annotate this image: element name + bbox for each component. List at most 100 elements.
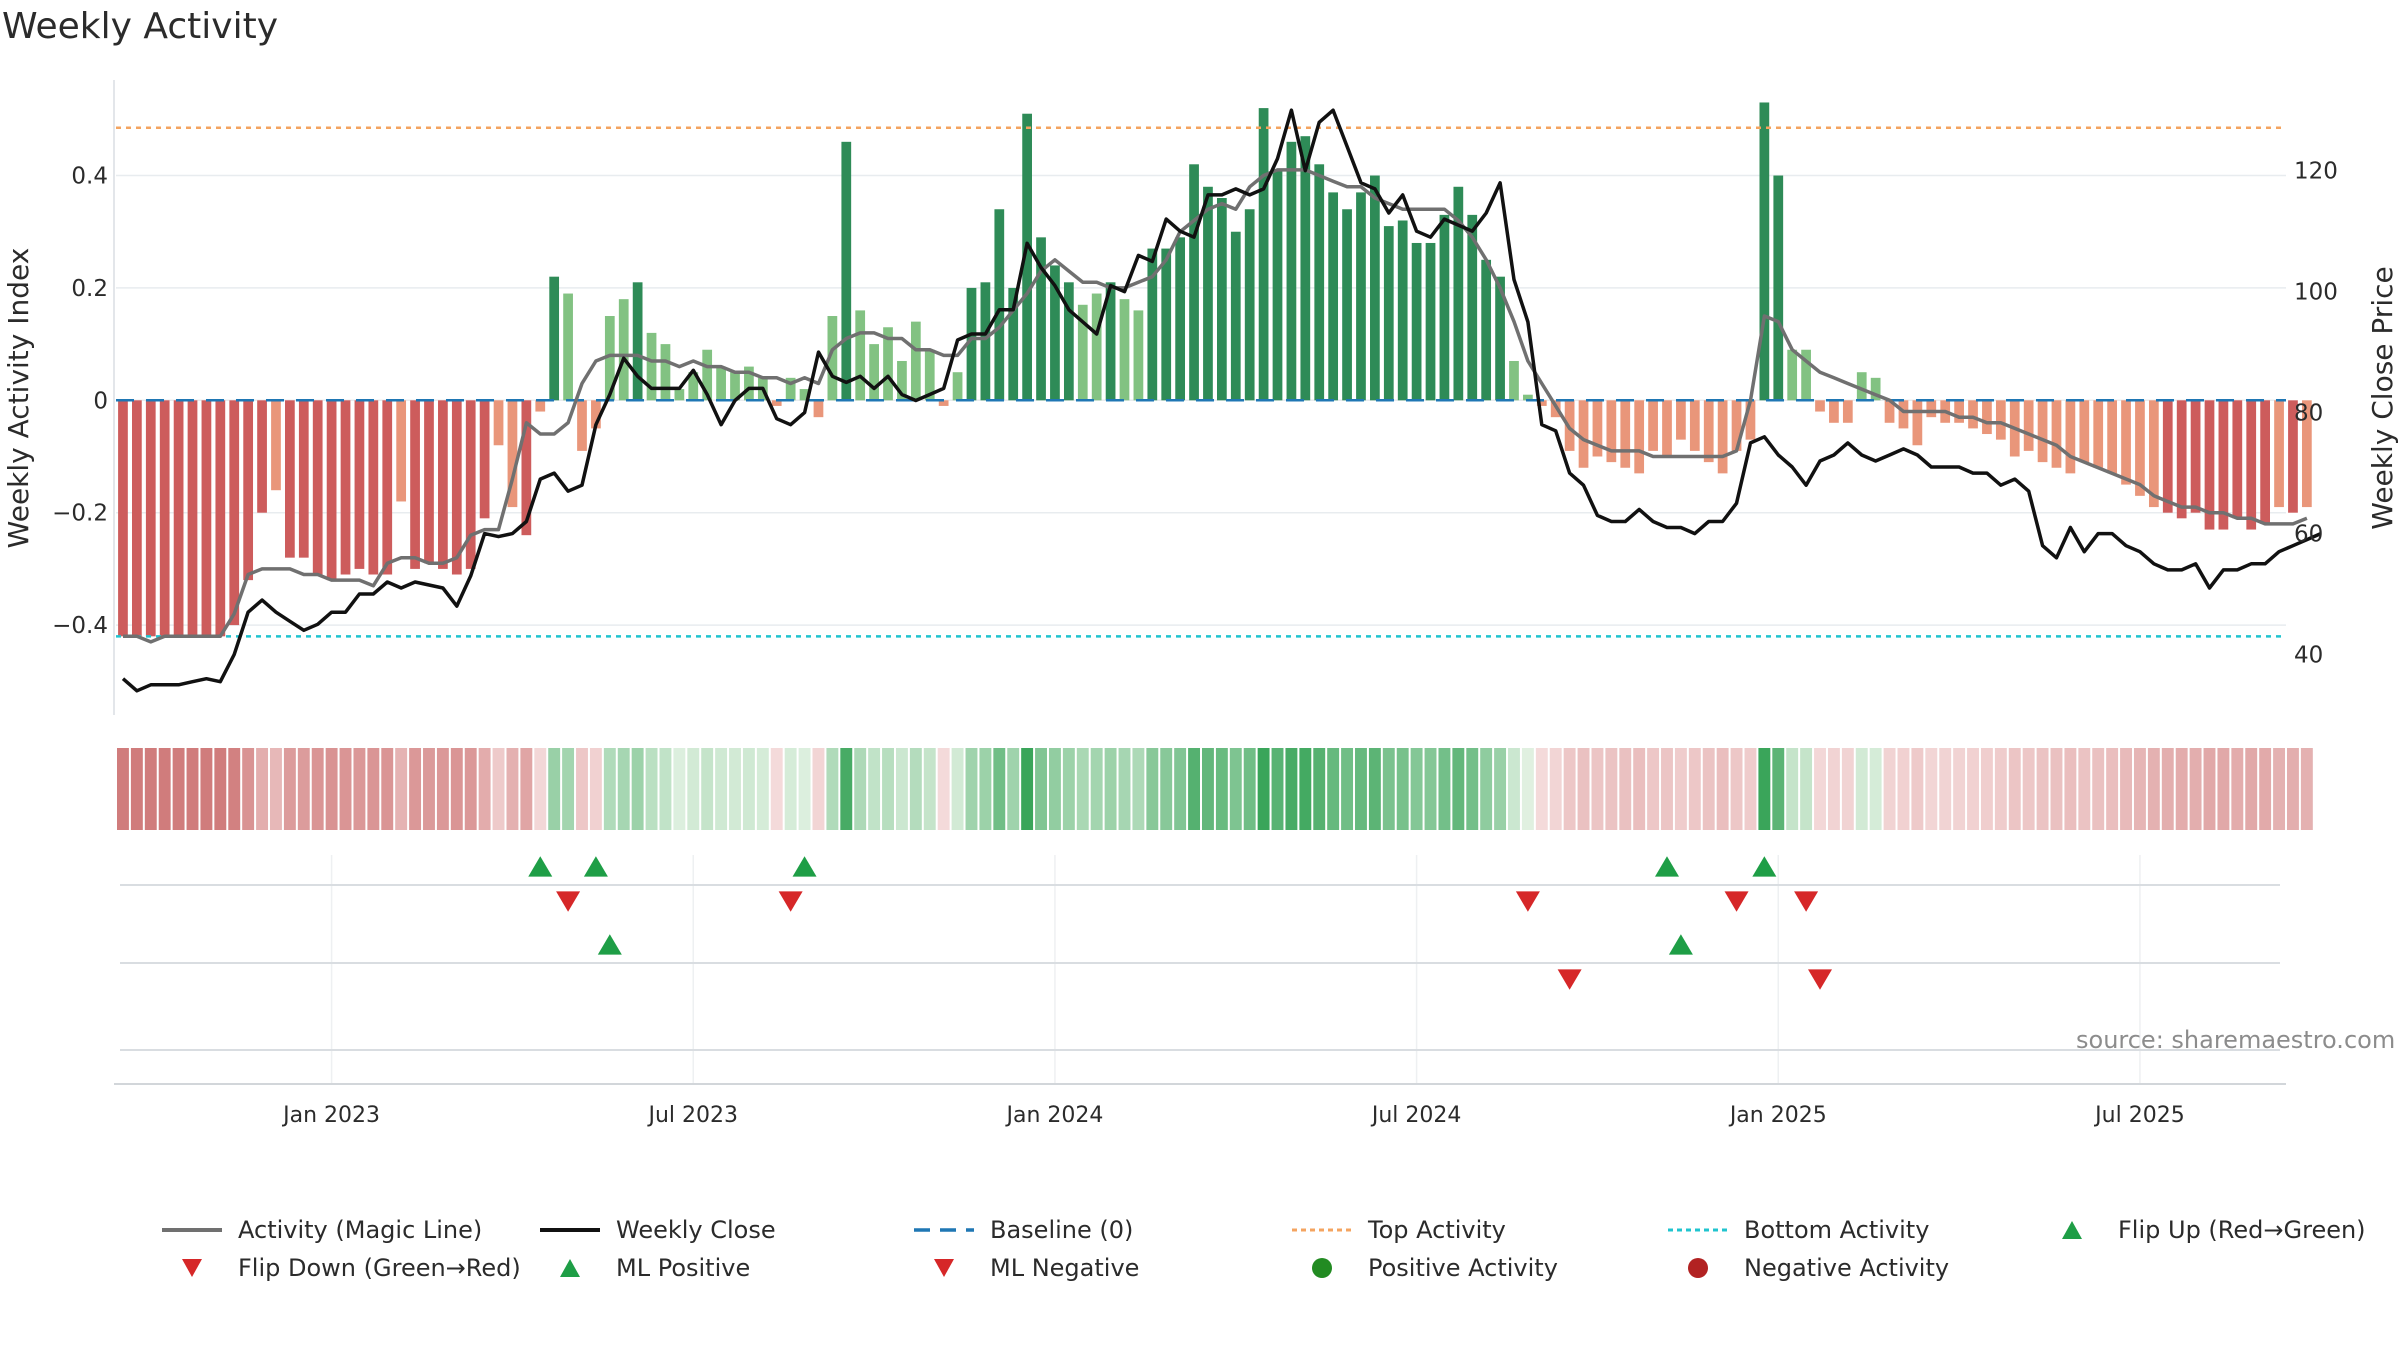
activity-bar xyxy=(354,400,365,569)
activity-bar xyxy=(1634,400,1645,474)
activity-bar xyxy=(771,400,782,406)
activity-bar xyxy=(618,299,629,401)
ticker-cell xyxy=(548,748,561,830)
activity-bar xyxy=(1300,136,1311,401)
activity-bar xyxy=(1731,400,1742,451)
ticker-cell xyxy=(562,748,575,830)
activity-bar xyxy=(2037,400,2048,463)
ticker-cell xyxy=(1730,748,1743,830)
activity-bar xyxy=(591,400,601,429)
ticker-cell xyxy=(1118,748,1131,830)
flip-up-marker xyxy=(583,856,608,877)
ticker-cell xyxy=(1327,748,1340,830)
activity-bar xyxy=(1689,400,1700,451)
ticker-cell xyxy=(784,748,797,830)
x-tick-label: Jan 2024 xyxy=(1004,1103,1103,1128)
activity-bar xyxy=(1801,349,1811,401)
ticker-strip xyxy=(117,748,2313,830)
ticker-cell xyxy=(172,748,185,830)
ticker-cell xyxy=(228,748,241,830)
ticker-cell xyxy=(854,748,867,830)
ticker-cell xyxy=(1674,748,1687,830)
ticker-cell xyxy=(1549,748,1562,830)
legend-symbol xyxy=(914,1228,974,1232)
activity-bar xyxy=(215,400,226,637)
activity-bar xyxy=(2135,400,2145,496)
activity-bar xyxy=(1662,400,1672,457)
legend-item-flip-up: Flip Up (Red→Green) xyxy=(2040,1212,2366,1248)
ticker-cell xyxy=(2245,748,2258,830)
ticker-cell xyxy=(673,748,686,830)
ticker-cell xyxy=(270,748,282,830)
y-tick-label: 0.2 xyxy=(71,276,108,302)
ticker-cell xyxy=(1299,748,1312,830)
legend-item-flip-down: Flip Down (Green→Red) xyxy=(160,1250,521,1286)
activity-bar xyxy=(1022,113,1032,401)
activity-bar xyxy=(1717,400,1728,474)
activity-bar xyxy=(368,400,379,575)
activity-bar xyxy=(201,400,212,637)
ticker-cell xyxy=(1883,748,1896,830)
ticker-cell xyxy=(1229,748,1242,830)
activity-bar xyxy=(1676,400,1686,440)
ticker-cell xyxy=(1104,748,1117,830)
ticker-cell xyxy=(1188,748,1200,830)
activity-bar xyxy=(1175,237,1186,401)
ticker-cell xyxy=(1897,748,1910,830)
ticker-cell xyxy=(1452,748,1465,830)
activity-bar xyxy=(841,141,852,401)
legend-label: Flip Down (Green→Red) xyxy=(238,1254,521,1282)
activity-bar xyxy=(1898,400,1909,429)
ticker-cell xyxy=(464,748,477,830)
ticker-cell xyxy=(311,748,324,830)
activity-bar xyxy=(1509,360,1519,401)
activity-bar xyxy=(173,400,184,637)
ticker-cell xyxy=(2175,748,2188,830)
ticker-cell xyxy=(1939,748,1952,830)
activity-bar xyxy=(827,316,838,401)
activity-bar xyxy=(243,400,254,581)
ticker-cell xyxy=(1772,748,1785,830)
activity-bar xyxy=(577,400,587,451)
y-tick-label: −0.4 xyxy=(52,613,108,639)
activity-bar xyxy=(1105,282,1116,401)
activity-bar xyxy=(1787,349,1798,401)
activity-bar xyxy=(604,316,615,401)
activity-bar xyxy=(2121,400,2131,485)
activity-bar xyxy=(1161,248,1172,401)
y-axis-title: Weekly Activity Index xyxy=(2,248,35,549)
legend-label: Flip Up (Red→Green) xyxy=(2118,1216,2366,1244)
activity-bar xyxy=(2065,400,2076,474)
activity-bar xyxy=(2260,400,2271,524)
ticker-cell xyxy=(1243,748,1256,830)
ticker-cell xyxy=(506,748,519,830)
activity-bar xyxy=(1203,186,1213,401)
activity-bar xyxy=(2274,400,2284,508)
activity-bar xyxy=(1383,226,1394,401)
ticker-cell xyxy=(1591,748,1604,830)
activity-bar xyxy=(869,344,879,401)
ticker-cell xyxy=(242,748,255,830)
ticker-cell xyxy=(2259,748,2272,830)
ticker-cell xyxy=(1508,748,1520,830)
ticker-cell xyxy=(965,748,978,830)
activity-bar xyxy=(285,400,295,558)
legend-label: Activity (Magic Line) xyxy=(238,1216,483,1244)
ticker-cell xyxy=(1855,748,1868,830)
activity-bar xyxy=(1272,169,1283,401)
ticker-cell xyxy=(2217,748,2230,830)
ticker-cell xyxy=(2287,748,2299,830)
activity-bar xyxy=(674,389,685,401)
activity-bar xyxy=(326,400,337,581)
ticker-cell xyxy=(1967,748,1979,830)
activity-bar xyxy=(1063,282,1074,401)
activity-bar xyxy=(1342,209,1352,401)
ticker-cell xyxy=(1202,748,1214,830)
activity-bar xyxy=(1244,209,1255,401)
ticker-cell xyxy=(2203,748,2216,830)
legend-item-neg-act: Negative Activity xyxy=(1666,1250,1949,1286)
ticker-cell xyxy=(895,748,908,830)
activity-bar xyxy=(438,400,448,569)
activity-bar xyxy=(1856,372,1867,401)
activity-bar xyxy=(1258,108,1269,401)
